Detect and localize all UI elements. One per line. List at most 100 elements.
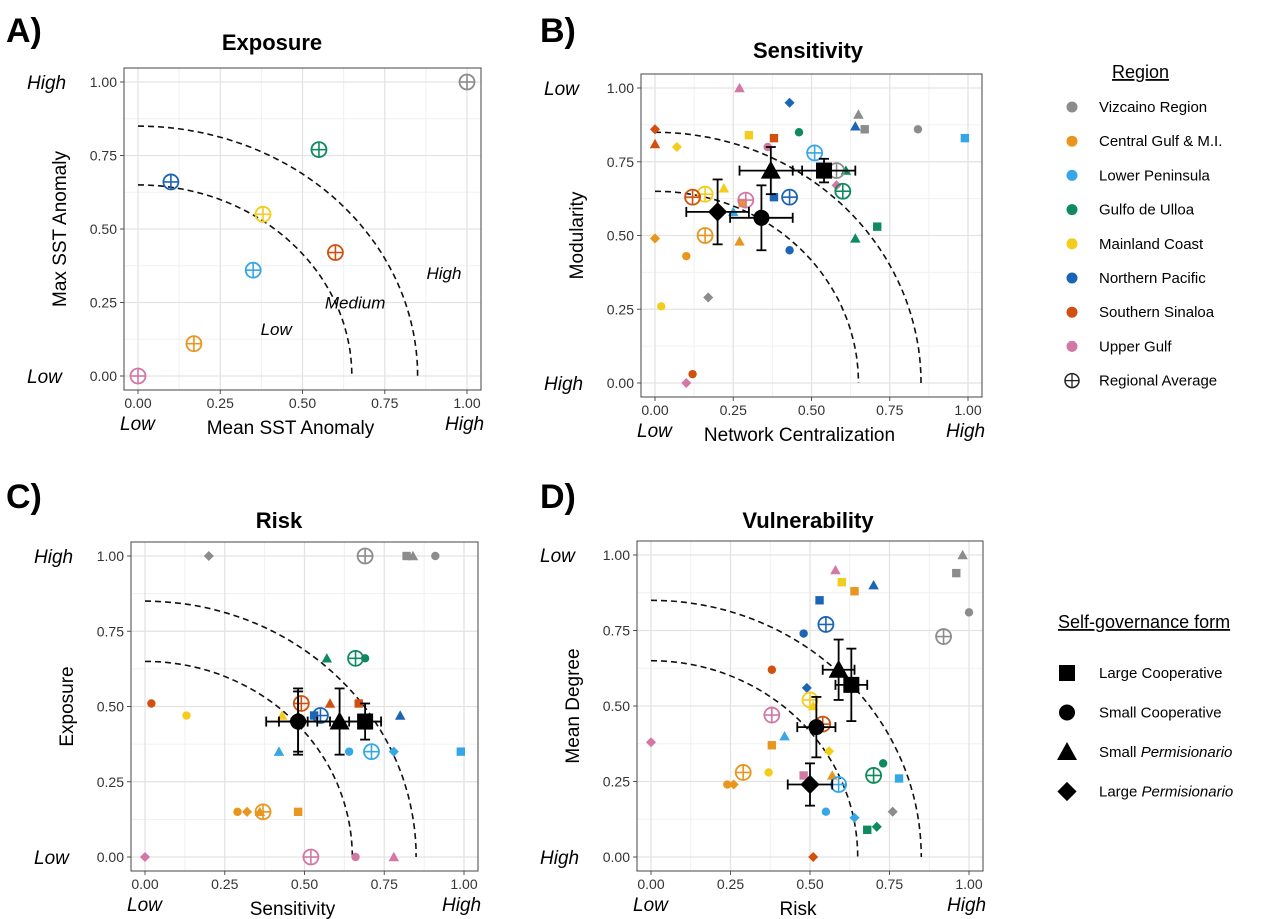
y-tick-label: 0.50 xyxy=(90,221,117,237)
data-point xyxy=(769,133,779,143)
data-point xyxy=(794,128,804,137)
y-tick-label: 1.00 xyxy=(97,548,124,564)
data-point xyxy=(873,222,882,231)
zone-label-medium: Medium xyxy=(325,293,385,312)
threshold-contour xyxy=(137,184,353,377)
data-point xyxy=(860,125,869,134)
x-tick-label: 0.00 xyxy=(637,876,664,892)
x-tick-label: 0.50 xyxy=(291,876,318,892)
legend-region-label: Upper Gulf xyxy=(1099,338,1172,355)
data-point xyxy=(344,747,354,756)
y-top-label: High xyxy=(27,73,66,94)
x-tick-label: 0.75 xyxy=(371,395,398,411)
data-point xyxy=(799,629,808,638)
data-point xyxy=(863,825,872,835)
x-tick-label: 0.75 xyxy=(371,876,398,892)
legend-color-swatch xyxy=(1066,238,1078,250)
data-point xyxy=(718,183,730,193)
legend-form-label: Small Permisionario xyxy=(1099,744,1232,761)
legend-color-swatch xyxy=(1066,340,1078,352)
legend-form-label-italic: Permisionario xyxy=(1141,744,1233,761)
legend-region-label: Gulfo de Ulloa xyxy=(1099,202,1195,219)
form-mean-marker xyxy=(816,162,833,179)
data-point xyxy=(767,665,777,674)
y-tick-label: 0.75 xyxy=(90,148,117,164)
threshold-contour xyxy=(144,600,417,858)
data-point xyxy=(388,746,399,757)
zone-label-low: Low xyxy=(261,320,294,339)
x-tick-label: 0.00 xyxy=(124,395,151,411)
data-point xyxy=(821,807,831,816)
legend-region-label: Northern Pacific xyxy=(1099,270,1206,287)
y-tick-label: 0.25 xyxy=(607,301,634,317)
data-point xyxy=(808,851,819,863)
legend-color-swatch xyxy=(1066,204,1078,216)
legend-form-label-text: Large xyxy=(1099,784,1142,801)
data-point xyxy=(784,97,795,108)
x-high-label: High xyxy=(442,895,481,916)
x-tick-label: 0.75 xyxy=(876,876,903,892)
threshold-contour xyxy=(654,131,922,384)
legend-region-label: Southern Sinaloa xyxy=(1099,304,1215,321)
data-point xyxy=(894,774,904,783)
y-tick-label: 1.00 xyxy=(90,74,117,90)
x-tick-label: 1.00 xyxy=(955,876,982,892)
x-axis-label: Sensitivity xyxy=(250,899,336,919)
data-point xyxy=(887,806,898,817)
data-point xyxy=(769,192,779,202)
y-axis-label: Exposure xyxy=(57,666,78,746)
x-tick-label: 0.50 xyxy=(289,395,316,411)
y-tick-label: 1.00 xyxy=(603,547,630,563)
plot-border xyxy=(636,540,984,872)
data-point xyxy=(871,821,882,832)
x-tick-label: 0.25 xyxy=(720,402,747,418)
region-legend-title: Region xyxy=(1112,62,1169,82)
legend-form-label-italic: Permisionario xyxy=(1142,784,1234,801)
data-point xyxy=(321,653,333,663)
data-point xyxy=(957,549,968,560)
data-point xyxy=(831,180,842,191)
form-mean-marker xyxy=(760,160,781,179)
data-point xyxy=(785,246,794,255)
legend-region-label: Vizcaino Region xyxy=(1099,99,1207,116)
x-low-label: Low xyxy=(127,895,163,916)
y-tick-label: 0.00 xyxy=(607,375,634,391)
data-point xyxy=(964,608,974,617)
y-tick-label: 0.25 xyxy=(603,774,630,790)
y-bottom-label: Low xyxy=(27,367,63,388)
region-legend: Region Vizcaino Region Central Gulf & M.I… xyxy=(1064,62,1222,390)
chart-title: Vulnerability xyxy=(742,508,874,533)
panel-a-exposure: A) Exposure 0.00 0.00 0.25 0.25 0.50 0.50 0.75… xyxy=(6,12,484,439)
data-point xyxy=(394,710,406,720)
x-high-label: High xyxy=(947,895,986,916)
legend-form-label-text: Small Cooperative xyxy=(1099,705,1222,722)
y-tick-label: 0.75 xyxy=(603,623,630,639)
legend-region-label: Regional Average xyxy=(1099,373,1217,390)
data-point xyxy=(203,550,214,562)
y-bottom-label: High xyxy=(544,374,583,395)
legend-region-label: Lower Peninsula xyxy=(1099,167,1211,184)
data-point xyxy=(913,125,923,134)
x-tick-label: 1.00 xyxy=(453,395,480,411)
data-point xyxy=(849,812,860,823)
form-mean-marker xyxy=(800,774,820,795)
x-tick-label: 0.25 xyxy=(207,395,234,411)
data-point xyxy=(728,779,739,790)
data-point xyxy=(402,551,411,561)
data-point xyxy=(682,251,691,261)
data-point xyxy=(139,851,151,863)
legend-shape-icon xyxy=(1057,742,1077,760)
data-point xyxy=(657,302,666,311)
data-point xyxy=(233,807,242,817)
y-tick-label: 0.00 xyxy=(90,368,117,384)
data-point xyxy=(850,233,861,243)
x-tick-label: 1.00 xyxy=(954,402,981,418)
plot-border xyxy=(130,541,479,872)
data-point xyxy=(147,699,156,708)
legend-shape-icon xyxy=(1057,781,1077,802)
data-point xyxy=(853,109,864,119)
data-point xyxy=(688,369,697,379)
legend-color-swatch xyxy=(1066,306,1078,318)
legend-shape-icon xyxy=(1059,704,1075,721)
